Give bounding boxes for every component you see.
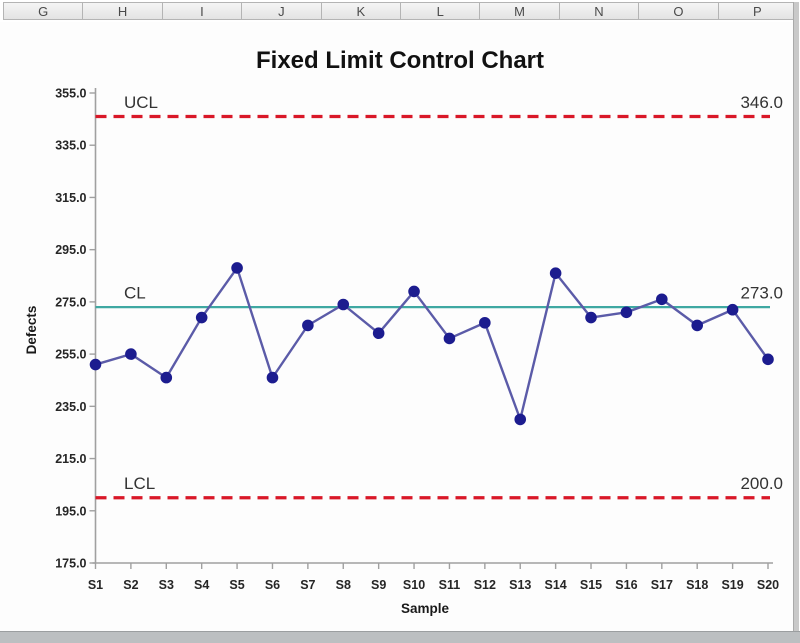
x-tick-label: S3	[159, 578, 174, 592]
y-tick-label: 295.0	[55, 243, 86, 257]
data-point-S16[interactable]	[620, 306, 633, 319]
data-point-S13[interactable]	[514, 413, 527, 426]
ucl-label: UCL	[124, 93, 158, 112]
y-tick-label: 335.0	[55, 139, 86, 153]
column-header-M[interactable]: M	[479, 2, 559, 20]
data-point-S15[interactable]	[585, 311, 597, 324]
y-axis-title: Defects	[24, 306, 39, 355]
x-tick-label: S5	[229, 578, 244, 592]
data-point-S5[interactable]	[231, 262, 243, 274]
x-tick-label: S13	[509, 578, 531, 592]
ucl-value: 346.0	[740, 93, 783, 112]
data-point-S17[interactable]	[656, 293, 668, 306]
x-tick-label: S7	[300, 578, 315, 592]
data-point-S6[interactable]	[266, 371, 279, 384]
cl-label: CL	[124, 284, 146, 303]
lcl-value: 200.0	[740, 474, 783, 493]
y-tick-label: 315.0	[55, 191, 86, 205]
x-tick-label: S4	[194, 578, 209, 592]
data-point-S18[interactable]	[691, 319, 704, 332]
x-tick-label: S10	[403, 578, 425, 592]
cl-value: 273.0	[740, 284, 783, 303]
data-point-S12[interactable]	[479, 316, 491, 329]
data-point-S19[interactable]	[726, 303, 739, 316]
column-header-K[interactable]: K	[320, 2, 400, 20]
data-point-S7[interactable]	[302, 319, 314, 332]
y-tick-label: 235.0	[55, 400, 86, 414]
column-header-I[interactable]: I	[161, 2, 242, 20]
tick-label-layer: 355.0 335.0 315.0 295.0 275.0 255.0 235.0 215.0…	[55, 87, 779, 593]
data-series-layer	[89, 262, 774, 426]
x-tick-label: S14	[545, 578, 567, 592]
x-tick-label: S19	[721, 578, 743, 592]
horizontal-scrollbar[interactable]	[0, 631, 800, 643]
data-point-S1[interactable]	[89, 358, 102, 371]
column-header-N[interactable]: N	[558, 2, 639, 20]
column-header-H[interactable]: H	[82, 2, 162, 20]
x-tick-label: S16	[615, 578, 637, 592]
x-tick-label: S12	[474, 578, 496, 592]
x-tick-label: S6	[265, 578, 280, 592]
data-point-S2[interactable]	[125, 348, 137, 360]
chart-title: Fixed Limit Control Chart	[256, 47, 544, 74]
y-tick-label: 175.0	[55, 557, 86, 571]
column-header-J[interactable]: J	[241, 2, 321, 20]
x-tick-label: S2	[123, 578, 138, 592]
x-tick-label: S1	[88, 578, 103, 592]
data-point-S11[interactable]	[443, 332, 456, 345]
data-point-S9[interactable]	[372, 327, 385, 340]
x-tick-label: S11	[439, 578, 461, 592]
data-point-S3[interactable]	[160, 371, 173, 384]
column-header-O[interactable]: O	[638, 2, 718, 20]
axes-layer	[89, 88, 773, 569]
x-tick-label: S15	[580, 578, 602, 592]
y-tick-label: 215.0	[55, 452, 86, 466]
x-tick-label: S8	[336, 578, 351, 592]
data-point-S8[interactable]	[337, 298, 350, 311]
y-tick-label: 275.0	[55, 295, 86, 309]
x-axis-title: Sample	[401, 601, 450, 616]
column-header-L[interactable]: L	[400, 2, 480, 20]
x-tick-label: S17	[651, 578, 673, 592]
y-tick-label: 355.0	[55, 87, 86, 101]
data-point-S20[interactable]	[762, 353, 774, 366]
series-line	[95, 266, 769, 421]
x-tick-label: S9	[371, 578, 386, 592]
x-tick-label: S20	[757, 578, 779, 592]
data-point-S14[interactable]	[549, 267, 562, 279]
data-point-S10[interactable]	[408, 285, 420, 298]
lcl-label: LCL	[124, 474, 155, 493]
control-lines-layer	[95, 114, 770, 500]
data-point-S4[interactable]	[195, 311, 208, 324]
y-tick-label: 195.0	[55, 504, 86, 518]
y-tick-label: 255.0	[55, 348, 86, 362]
x-tick-label: S18	[686, 578, 708, 592]
column-header-G[interactable]: G	[3, 2, 83, 20]
window-right-edge	[793, 2, 799, 632]
